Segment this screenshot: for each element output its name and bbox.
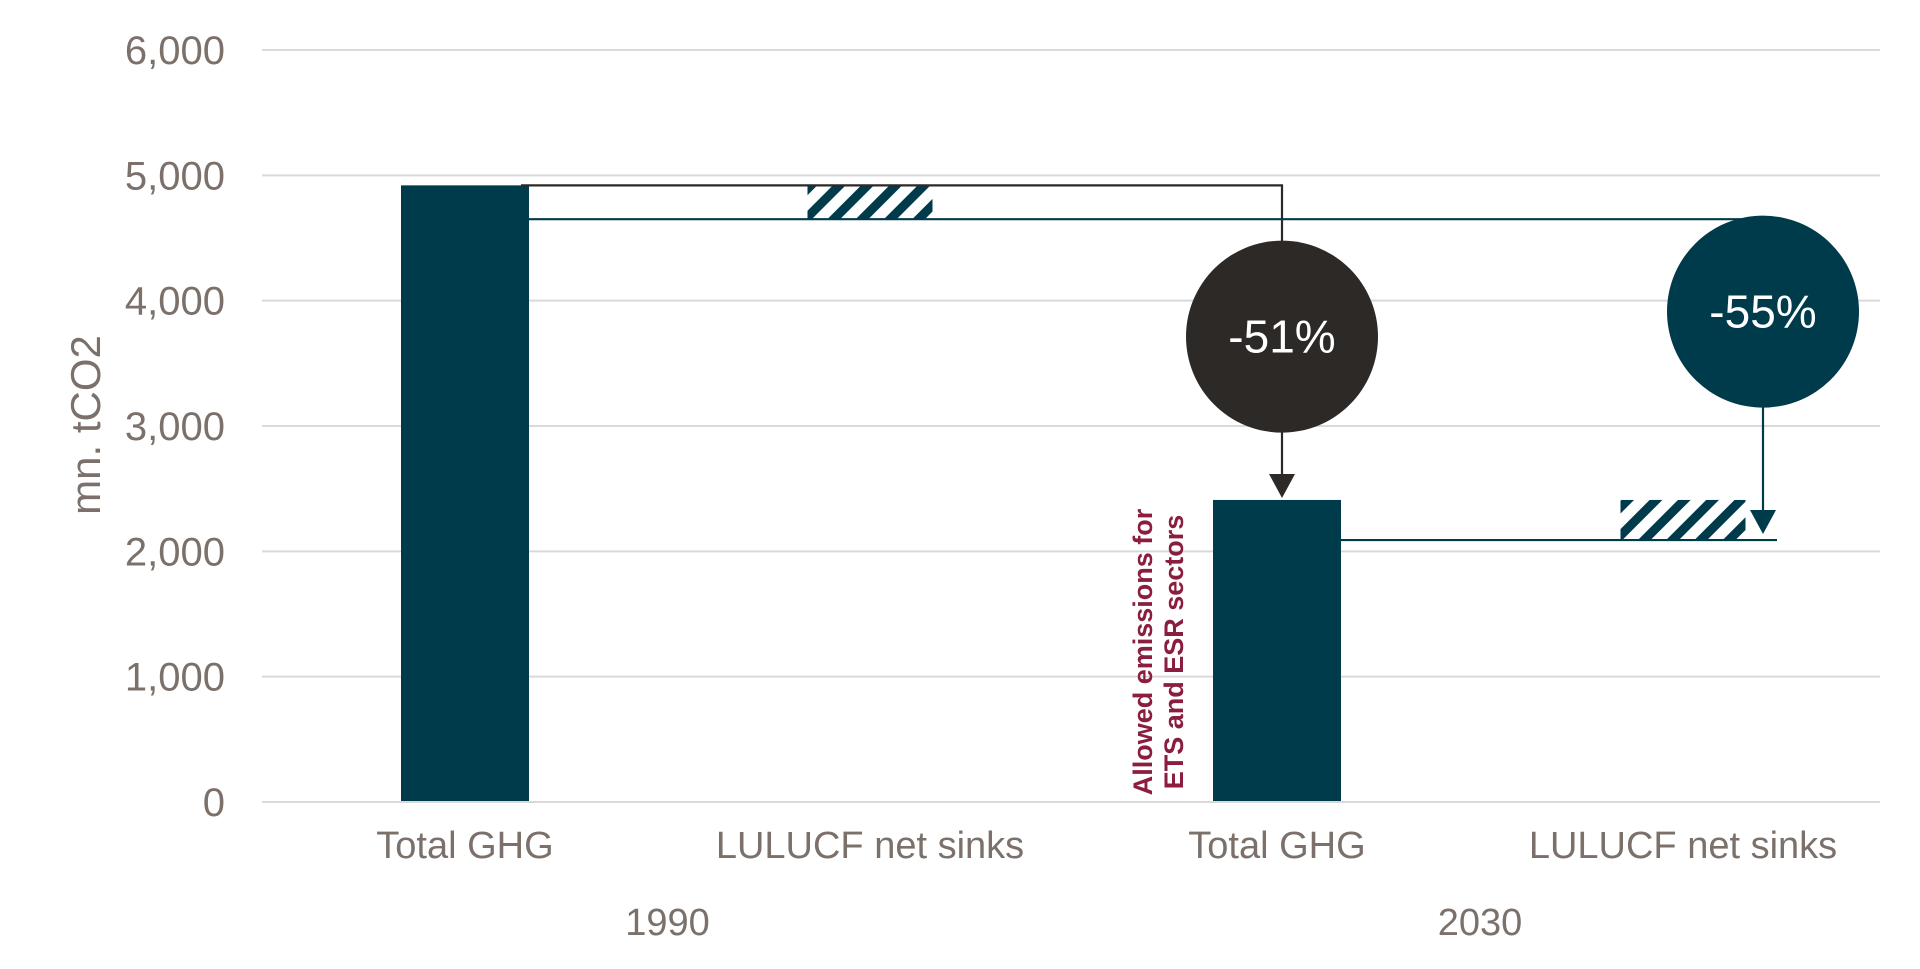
reduction-circle (1186, 240, 1378, 433)
group-label: 1990 (625, 902, 710, 944)
y-tick-label: 6,000 (125, 29, 225, 73)
arrowhead (1269, 473, 1295, 498)
y-axis-ticks: 0 1,000 2,000 3,000 4,000 5,000 6,000 (125, 29, 225, 825)
annotation-line-2: ETS and ESR sectors (1159, 515, 1189, 790)
bar-total-ghg (401, 185, 529, 803)
bar-lulucf-net-sinks (1620, 499, 1746, 541)
reduction-label: -51% (1228, 311, 1335, 363)
y-tick-label: 1,000 (125, 656, 225, 700)
arrowhead (1750, 510, 1776, 535)
y-tick-label: 4,000 (125, 280, 225, 324)
annotation: Allowed emissions for ETS and ESR sector… (1128, 508, 1189, 795)
category-label: LULUCF net sinks (1529, 825, 1837, 867)
connector-line (529, 218, 1765, 513)
y-tick-label: 5,000 (125, 154, 225, 198)
bar-lulucf-net-sinks (807, 185, 933, 220)
y-tick-label: 2,000 (125, 530, 225, 574)
group-label: 2030 (1438, 902, 1523, 944)
annotation-line-1: Allowed emissions for (1128, 508, 1158, 795)
reduction-connectors (521, 184, 1777, 542)
bar-total-ghg (1213, 499, 1341, 802)
x-axis-labels: Total GHG LULUCF net sinks Total GHG LULUCF… (376, 825, 1837, 944)
category-label: Total GHG (1188, 825, 1365, 867)
y-axis-label: mn. tCO2 (62, 335, 109, 515)
reduction-label: -55% (1709, 286, 1816, 338)
connector-line (521, 184, 1284, 478)
gridlines (262, 49, 1880, 678)
bars (401, 185, 1746, 803)
reduction-circle (1667, 215, 1859, 408)
category-label: Total GHG (376, 825, 553, 867)
reduction-badges: -51% -55% (1186, 215, 1859, 433)
category-label: LULUCF net sinks (716, 825, 1024, 867)
y-tick-label: 3,000 (125, 405, 225, 449)
y-tick-label: 0 (203, 781, 225, 825)
